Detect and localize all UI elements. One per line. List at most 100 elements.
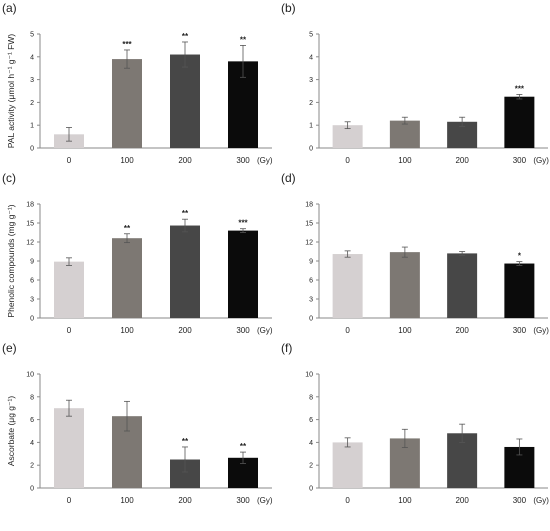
x-tick-label: 300: [236, 326, 250, 335]
y-tick-label: 3: [30, 297, 34, 304]
bar: [112, 59, 142, 148]
y-tick-label: 0: [309, 486, 313, 493]
y-tick-label: 9: [309, 259, 313, 266]
x-tick-label: 100: [120, 156, 134, 165]
x-unit-label: (Gy): [533, 156, 549, 165]
x-tick-label: 100: [120, 496, 134, 505]
y-tick-label: 2: [30, 463, 34, 470]
chart-panel: (b) 0 1 2 3 4 5 0 100 200 *** 300 (Gy): [281, 1, 549, 165]
x-tick-label: 100: [398, 496, 412, 505]
chart-panel: (a) 0 1 2 3 4 5 PAL activity (μmol h⁻¹ g⁻¹ FW) 0…: [2, 1, 273, 165]
bar: [228, 230, 258, 318]
x-tick-label: 0: [345, 496, 350, 505]
y-tick-label: 8: [309, 394, 313, 401]
bar: [389, 252, 420, 318]
y-tick-label: 0: [309, 146, 313, 153]
y-tick-label: 1: [30, 123, 34, 130]
x-unit-label: (Gy): [533, 326, 549, 335]
bar: [112, 238, 142, 318]
bar: [389, 120, 420, 148]
y-tick-label: 15: [26, 221, 34, 228]
bar: [54, 408, 84, 488]
significance-label: ***: [122, 40, 132, 49]
x-unit-label: (Gy): [257, 156, 273, 165]
y-tick-label: 18: [26, 202, 34, 209]
y-tick-label: 4: [309, 54, 313, 61]
x-tick-label: 200: [178, 326, 192, 335]
x-tick-label: 200: [178, 156, 192, 165]
chart-panel: (d) 0 3 6 9 12 15 18 0 100 200 * 300 (Gy): [281, 171, 549, 335]
x-tick-label: 100: [398, 326, 412, 335]
bar: [170, 54, 200, 148]
y-tick-label: 6: [309, 417, 313, 424]
y-tick-label: 3: [30, 77, 34, 84]
x-tick-label: 100: [120, 326, 134, 335]
panel-label: (b): [281, 1, 296, 15]
y-tick-label: 4: [309, 440, 313, 447]
panel-label: (d): [281, 171, 296, 185]
x-unit-label: (Gy): [257, 496, 273, 505]
y-tick-label: 6: [309, 278, 313, 285]
panel-label: (e): [2, 341, 17, 355]
x-tick-label: 0: [345, 326, 350, 335]
significance-label: ***: [515, 84, 525, 93]
significance-label: **: [182, 209, 189, 218]
panel-label: (f): [281, 341, 292, 355]
x-tick-label: 100: [398, 156, 412, 165]
y-tick-label: 2: [309, 463, 313, 470]
y-tick-label: 10: [305, 372, 313, 379]
y-tick-label: 0: [309, 316, 313, 323]
y-tick-label: 5: [30, 32, 34, 39]
x-tick-label: 200: [178, 496, 192, 505]
y-tick-label: 2: [309, 100, 313, 107]
x-tick-label: 300: [513, 156, 527, 165]
x-tick-label: 200: [455, 496, 469, 505]
bar: [504, 96, 535, 148]
bar: [447, 253, 478, 318]
y-tick-label: 12: [26, 240, 34, 247]
y-tick-label: 0: [30, 316, 34, 323]
x-unit-label: (Gy): [533, 496, 549, 505]
y-tick-label: 0: [30, 146, 34, 153]
y-tick-label: 18: [305, 202, 313, 209]
bar: [170, 225, 200, 318]
bar: [332, 254, 363, 318]
y-tick-label: 6: [30, 417, 34, 424]
y-tick-label: 3: [309, 297, 313, 304]
bar: [332, 125, 363, 148]
significance-label: *: [518, 252, 522, 261]
x-tick-label: 300: [513, 326, 527, 335]
chart-panel: (c) 0 3 6 9 12 15 18 Phenolic compounds (mg g⁻¹)…: [2, 171, 273, 335]
significance-label: **: [240, 442, 247, 451]
y-tick-label: 4: [30, 440, 34, 447]
x-tick-label: 300: [513, 496, 527, 505]
panel-label: (c): [2, 171, 16, 185]
bar: [332, 442, 363, 488]
y-tick-label: 0: [30, 486, 34, 493]
y-tick-label: 10: [26, 372, 34, 379]
y-tick-label: 5: [309, 32, 313, 39]
x-tick-label: 0: [67, 156, 72, 165]
x-tick-label: 300: [236, 496, 250, 505]
x-tick-label: 200: [455, 156, 469, 165]
y-tick-label: 3: [309, 77, 313, 84]
y-tick-label: 15: [305, 221, 313, 228]
y-tick-label: 6: [30, 278, 34, 285]
y-tick-label: 9: [30, 259, 34, 266]
y-tick-label: 12: [305, 240, 313, 247]
x-tick-label: 0: [67, 496, 72, 505]
y-axis-title: PAL activity (μmol h⁻¹ g⁻¹ FW): [6, 34, 16, 149]
bar: [504, 263, 535, 318]
significance-label: **: [124, 224, 131, 233]
bar: [54, 261, 84, 318]
x-tick-label: 0: [345, 156, 350, 165]
chart-panel: (e) 0 2 4 6 8 10 Ascorbate (μg g⁻¹) 0 100 ** 200 ** 3…: [2, 341, 273, 505]
y-tick-label: 2: [30, 100, 34, 107]
x-unit-label: (Gy): [257, 326, 273, 335]
x-tick-label: 200: [455, 326, 469, 335]
y-tick-label: 1: [309, 123, 313, 130]
significance-label: **: [182, 437, 189, 446]
significance-label: ***: [238, 219, 248, 228]
